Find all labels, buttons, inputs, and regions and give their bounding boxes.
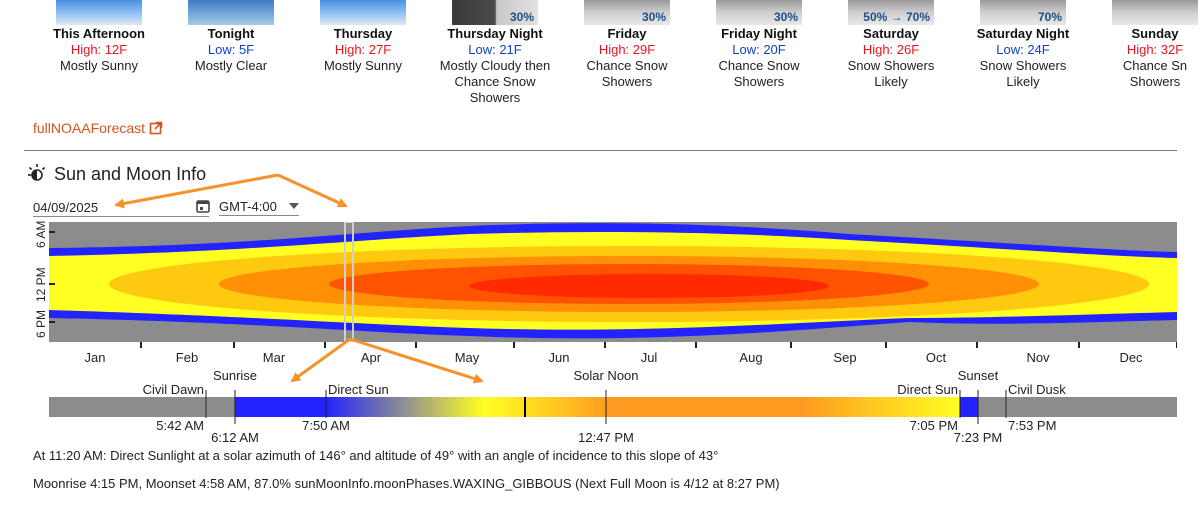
moon-info: Moonrise 4:15 PM, Moonset 4:58 AM, 87.0%… <box>33 476 780 491</box>
precip-chance: 30% <box>773 10 798 24</box>
noaa-forecast-link[interactable]: fullNOAAForecast <box>33 120 163 136</box>
timeline-bottom-labels: 5:42 AM 6:12 AM 7:50 AM 12:47 PM 7:05 PM 7:23… <box>0 418 1201 446</box>
period-name: Tonight <box>207 26 255 41</box>
snow-icon: 50% → 70% <box>848 0 934 25</box>
timeline-event-time: 7:05 PM <box>909 418 958 433</box>
period-description: Snow Showers Likely <box>979 58 1067 89</box>
period-description: Mostly Cloudy then Chance Snow Showers <box>439 58 551 105</box>
timeline-event-label: Direct Sun <box>897 382 958 397</box>
snow-icon: 30% <box>716 0 802 25</box>
month-label: Dec <box>1119 350 1143 365</box>
timeline-event-label: Civil Dawn <box>142 382 204 397</box>
month-label: Jan <box>84 350 106 365</box>
arrow-to-date-marker <box>277 173 348 208</box>
mostly-clear-icon <box>188 0 274 25</box>
timeline-event-time: 7:23 PM <box>953 430 1003 445</box>
precip-chance: 70% <box>1037 10 1062 24</box>
month-label: Mar <box>262 350 286 365</box>
period-name: This Afternoon <box>53 26 145 41</box>
timeline-event-time: 5:42 AM <box>156 418 204 433</box>
snow-icon: 30% <box>584 0 670 25</box>
month-label: May <box>454 350 480 365</box>
period-name: Sunday <box>1131 26 1179 41</box>
precip-chance: 30% <box>641 10 666 24</box>
direct-sun-segment <box>326 397 960 417</box>
period-description: Chance Snow Showers <box>586 58 668 89</box>
period-name: Friday Night <box>721 26 797 41</box>
twilight-evening-segment <box>960 397 978 417</box>
month-labels: Jan Feb Mar Apr May Jun Jul Aug Sep Oct Nov Dec <box>49 350 1177 366</box>
period-temp: Low: 24F <box>996 42 1050 57</box>
external-link-icon <box>149 121 163 135</box>
period-temp: Low: 20F <box>732 42 786 57</box>
arrow-to-sunrise <box>290 337 351 383</box>
chart-y-ticks <box>49 231 55 323</box>
month-label: Apr <box>360 350 382 365</box>
period-name: Thursday Night <box>447 26 543 41</box>
period-description: Chance Sn Showers <box>1122 58 1188 89</box>
month-label: Jul <box>640 350 658 365</box>
month-label: Feb <box>175 350 199 365</box>
annual-sun-chart[interactable] <box>49 222 1177 342</box>
arrow-to-date-input <box>114 173 279 209</box>
daily-sun-timeline[interactable] <box>49 397 1177 417</box>
twilight-morning-segment <box>235 397 326 417</box>
calendar-icon[interactable] <box>195 198 211 214</box>
period-name: Saturday Night <box>976 26 1070 41</box>
period-name: Friday <box>607 26 647 41</box>
month-label: Sep <box>833 350 857 365</box>
period-description: Mostly Clear <box>194 58 268 73</box>
timeline-event-label: Sunrise <box>212 368 258 383</box>
forecast-strip: This Afternoon High: 12F Mostly Sunny Tonig… <box>0 0 1201 110</box>
dropdown-arrow-icon <box>288 203 299 209</box>
timeline-event-time: 7:50 AM <box>302 418 350 433</box>
month-label: Aug <box>739 350 763 365</box>
period-description: Mostly Sunny <box>323 58 403 73</box>
sun-intensity <box>109 246 1149 322</box>
timeline-event-label: Solar Noon <box>573 368 639 383</box>
mostly-sunny-icon <box>320 0 406 25</box>
noaa-link-label: fullNOAAForecast <box>33 120 146 136</box>
timezone-select[interactable]: GMT-4:00 <box>219 197 299 216</box>
timeline-event-time: 12:47 PM <box>578 430 634 445</box>
period-temp: High: 29F <box>598 42 656 57</box>
sun-moon-icon <box>28 164 46 181</box>
month-label: Jun <box>548 350 570 365</box>
sun-moon-header: Sun and Moon Info <box>26 163 206 185</box>
period-name: Saturday <box>863 26 919 41</box>
section-divider <box>24 150 1177 151</box>
direct-sunlight-status: At 11:20 AM: Direct Sunlight at a solar … <box>33 448 719 463</box>
arrow-to-direct-sun <box>349 337 484 384</box>
period-temp: High: 12F <box>70 42 128 57</box>
period-temp: Low: 21F <box>468 42 522 57</box>
month-label: Nov <box>1026 350 1050 365</box>
period-temp: High: 26F <box>862 42 920 57</box>
timeline-event-label: Direct Sun <box>328 382 389 397</box>
cloudy-snow-icon: 30% <box>452 0 538 25</box>
sun-moon-title: Sun and Moon Info <box>54 163 207 184</box>
period-name: Thursday <box>333 26 393 41</box>
precip-chance: 50% → 70% <box>863 10 930 24</box>
mostly-sunny-icon <box>56 0 142 25</box>
timeline-event-label: Sunset <box>957 368 999 383</box>
period-description: Snow Showers Likely <box>847 58 935 89</box>
selected-date-marker[interactable] <box>344 222 354 342</box>
timezone-value: GMT-4:00 <box>219 198 277 214</box>
timeline-event-label: Civil Dusk <box>1008 382 1066 397</box>
timeline-ticks <box>205 390 1007 424</box>
timeline-event-time: 7:53 PM <box>1008 418 1057 433</box>
precip-chance: 30% <box>509 10 534 24</box>
timeline-event-time: 6:12 AM <box>211 430 259 445</box>
period-temp: High: 32F <box>1126 42 1184 57</box>
period-description: Mostly Sunny <box>59 58 139 73</box>
timeline-top-labels: Civil Dawn Sunrise Direct Sun Solar Noon Dir… <box>0 368 1201 397</box>
snow-icon: 70% <box>980 0 1066 25</box>
month-ticks <box>140 342 1177 348</box>
period-temp: Low: 5F <box>207 42 255 57</box>
period-temp: High: 27F <box>334 42 392 57</box>
snow-icon <box>1112 0 1198 25</box>
month-label: Oct <box>925 350 947 365</box>
period-description: Chance Snow Showers <box>718 58 800 89</box>
